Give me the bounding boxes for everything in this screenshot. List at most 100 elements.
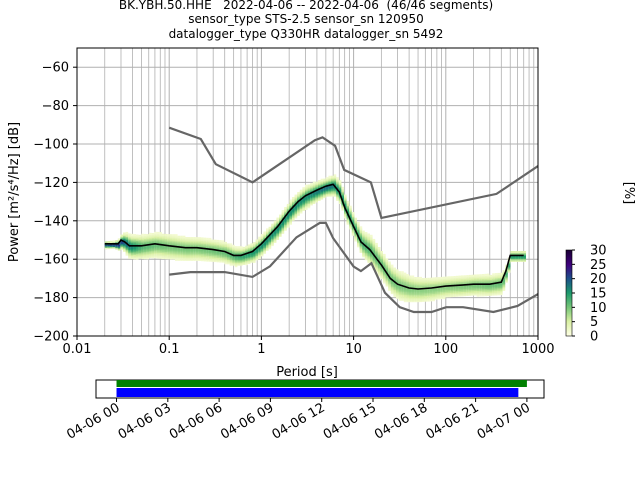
psd-heatmap-cell <box>195 253 199 256</box>
psd-heatmap-cell <box>442 288 446 291</box>
psd-heatmap-cell <box>463 289 467 292</box>
psd-heatmap-cell <box>442 278 446 281</box>
psd-heatmap-cell <box>206 240 209 243</box>
psd-heatmap-cell <box>390 268 394 272</box>
psd-heatmap-cell <box>471 279 474 282</box>
psd-heatmap-cell <box>341 205 344 208</box>
psd-heatmap-cell <box>130 256 134 259</box>
psd-heatmap-cell <box>242 257 246 260</box>
psd-heatmap-cell <box>435 291 438 294</box>
psd-heatmap-cell <box>419 297 422 300</box>
psd-heatmap-cell <box>445 292 448 295</box>
psd-heatmap-cell <box>273 230 277 233</box>
psd-heatmap-cell <box>268 235 272 238</box>
psd-heatmap-cell <box>164 241 168 244</box>
psd-heatmap-cell <box>229 263 233 266</box>
psd-heatmap-cell <box>507 261 511 265</box>
psd-heatmap-cell <box>279 224 282 227</box>
psd-heatmap-cell <box>437 284 441 287</box>
psd-heatmap-cell <box>245 257 248 260</box>
psd-heatmap-cell <box>201 257 204 260</box>
psd-heatmap-cell <box>370 253 373 256</box>
psd-heatmap-cell <box>266 239 269 243</box>
psd-heatmap-cell <box>229 243 233 246</box>
psd-heatmap-cell <box>227 256 230 259</box>
psd-heatmap-cell <box>284 227 287 230</box>
psd-heatmap-cell <box>263 232 266 236</box>
psd-heatmap-cell <box>247 248 251 251</box>
psd-heatmap-cell <box>414 298 417 301</box>
psd-heatmap-cell <box>419 278 422 281</box>
psd-heatmap-cell <box>164 235 168 238</box>
psd-heatmap-cell <box>401 287 404 290</box>
psd-heatmap-cell <box>320 178 324 181</box>
psd-heatmap-cell <box>201 253 204 256</box>
psd-heatmap-cell <box>110 245 113 248</box>
psd-heatmap-cell <box>216 252 220 256</box>
psd-heatmap-cell <box>427 279 430 282</box>
psd-heatmap-cell <box>175 241 178 244</box>
psd-heatmap-cell <box>182 251 186 254</box>
psd-heatmap-cell <box>169 238 173 241</box>
psd-heatmap-cell <box>292 218 295 221</box>
psd-heatmap-cell <box>154 254 157 257</box>
psd-heatmap-cell <box>367 243 370 246</box>
psd-heatmap-cell <box>312 198 316 202</box>
psd-heatmap-cell <box>125 240 129 243</box>
psd-heatmap-cell <box>375 254 378 257</box>
psd-heatmap-cell <box>323 194 326 197</box>
psd-heatmap-cell <box>143 246 147 250</box>
psd-heatmap-cell <box>333 183 337 186</box>
psd-heatmap-cell <box>331 194 334 197</box>
psd-heatmap-cell <box>177 238 181 241</box>
psd-heatmap-cell <box>481 276 485 280</box>
psd-heatmap-cell <box>338 180 342 183</box>
psd-heatmap-cell <box>505 276 508 279</box>
psd-heatmap-cell <box>393 290 396 293</box>
psd-heatmap-cell <box>401 277 404 280</box>
psd-heatmap-cell <box>435 278 438 281</box>
psd-heatmap-cell <box>167 237 170 240</box>
psd-heatmap-cell <box>276 217 279 220</box>
psd-heatmap-cell <box>268 229 272 232</box>
psd-heatmap-cell <box>437 287 441 290</box>
psd-heatmap-cell <box>292 212 295 216</box>
psd-heatmap-cell <box>151 233 155 236</box>
psd-heatmap-cell <box>388 267 391 270</box>
psd-heatmap-cell <box>331 193 334 196</box>
psd-heatmap-cell <box>318 185 321 189</box>
psd-heatmap-cell <box>367 256 370 259</box>
psd-heatmap-cell <box>133 241 136 244</box>
psd-heatmap-cell <box>409 284 412 287</box>
psd-heatmap-cell <box>136 248 139 252</box>
psd-heatmap-cell <box>292 208 295 211</box>
psd-heatmap-cell <box>385 267 389 270</box>
psd-heatmap-cell <box>310 196 313 199</box>
psd-heatmap-cell <box>372 264 376 267</box>
psd-heatmap-cell <box>396 295 399 298</box>
psd-heatmap-cell <box>383 264 386 267</box>
psd-heatmap-cell <box>172 257 175 260</box>
psd-heatmap-cell <box>315 200 318 203</box>
psd-heatmap-cell <box>159 253 162 256</box>
psd-heatmap-cell <box>315 187 318 190</box>
psd-heatmap-cell <box>107 246 110 250</box>
psd-heatmap-cell <box>445 289 448 292</box>
psd-heatmap-cell <box>450 292 454 295</box>
psd-heatmap-cell <box>232 263 235 266</box>
psd-heatmap-cell <box>307 186 311 189</box>
psd-heatmap-cell <box>364 258 368 261</box>
psd-heatmap-cell <box>180 237 183 240</box>
psd-heatmap-cell <box>258 248 261 251</box>
psd-heatmap-cell <box>229 252 233 255</box>
psd-heatmap-cell <box>307 206 311 209</box>
psd-heatmap-cell <box>214 241 217 244</box>
psd-heatmap-cell <box>206 259 209 262</box>
psd-heatmap-cell <box>232 260 235 263</box>
psd-heatmap-cell <box>177 247 181 250</box>
psd-heatmap-cell <box>354 236 357 239</box>
psd-heatmap-cell <box>221 259 225 262</box>
psd-heatmap-cell <box>177 253 181 256</box>
psd-heatmap-cell <box>505 271 508 274</box>
psd-heatmap-cell <box>203 240 207 243</box>
